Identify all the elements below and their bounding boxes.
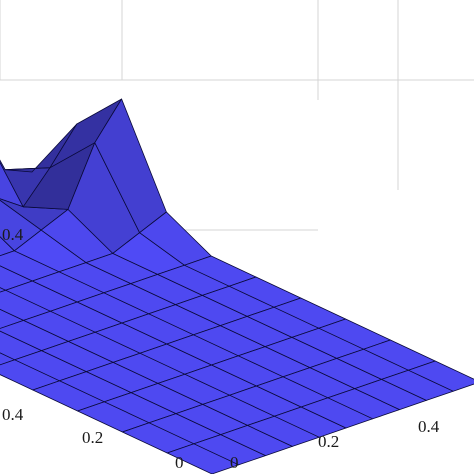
y-tick-label-2: 0.4 [2,405,24,424]
x-tick-label-1: 0.2 [318,432,339,451]
tick-labels: 0 0.2 0.4 0 0.2 0.4 0.4 [2,225,440,472]
surface-mesh [0,98,474,474]
x-tick-label-2: 0.4 [418,417,440,436]
x-tick-label-0: 0 [230,453,239,472]
y-tick-label-1: 0.2 [82,428,103,447]
surface-cell-3-7 [0,287,6,293]
z-tick-label-0: 0.4 [2,225,24,244]
surface-cell-9-0 [407,360,474,392]
y-tick-label-0: 0 [175,453,184,472]
